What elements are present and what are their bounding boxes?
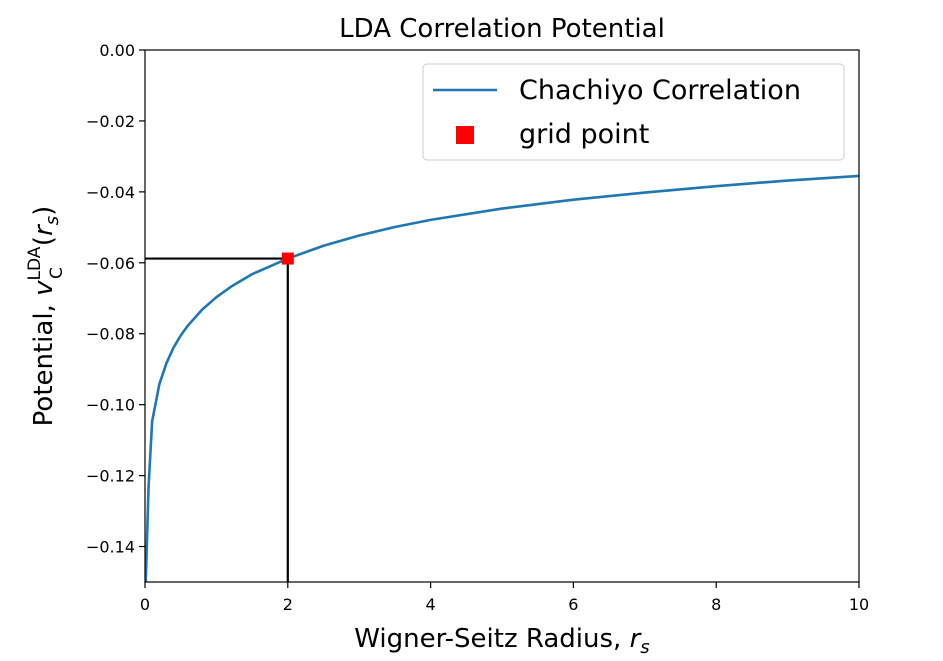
plot-frame <box>144 49 860 583</box>
legend-label-chachiyo: Chachiyo Correlation <box>519 75 801 106</box>
y-tick-label: −0.10 <box>86 396 135 415</box>
legend-marker-swatch <box>456 126 474 144</box>
y-tick-label: −0.08 <box>86 325 135 344</box>
y-tick-label: 0.00 <box>99 41 135 60</box>
y-tick-label: −0.02 <box>86 112 135 131</box>
x-axis-label: Wigner-Seitz Radius, rs <box>354 624 649 658</box>
x-tick-label: 4 <box>426 595 436 614</box>
x-tick-label: 0 <box>140 595 150 614</box>
y-axis-label: Potential, vLDA C(rs) <box>25 206 67 427</box>
x-tick-label: 6 <box>568 595 578 614</box>
x-tick-label: 10 <box>849 595 869 614</box>
grid-point-marker <box>281 252 294 265</box>
y-tick-label: −0.12 <box>86 467 135 486</box>
x-tick-label: 2 <box>283 595 293 614</box>
x-tick-label: 8 <box>711 595 721 614</box>
x-axis: 0 2 4 6 8 10 <box>140 582 869 614</box>
legend-label-grid-point: grid point <box>519 119 649 150</box>
legend: Chachiyo Correlation grid point <box>422 63 845 161</box>
series-line-chachiyo <box>145 174 859 582</box>
legend-box <box>422 63 845 161</box>
y-axis: 0.00 −0.02 −0.04 −0.06 −0.08 −0.10 −0.12 −0.14 <box>86 41 145 557</box>
y-tick-label: −0.14 <box>86 538 135 557</box>
y-tick-label: −0.06 <box>86 254 135 273</box>
chart-title: LDA Correlation Potential <box>339 14 665 44</box>
plot-area <box>145 174 859 582</box>
y-tick-label: −0.04 <box>86 183 135 202</box>
